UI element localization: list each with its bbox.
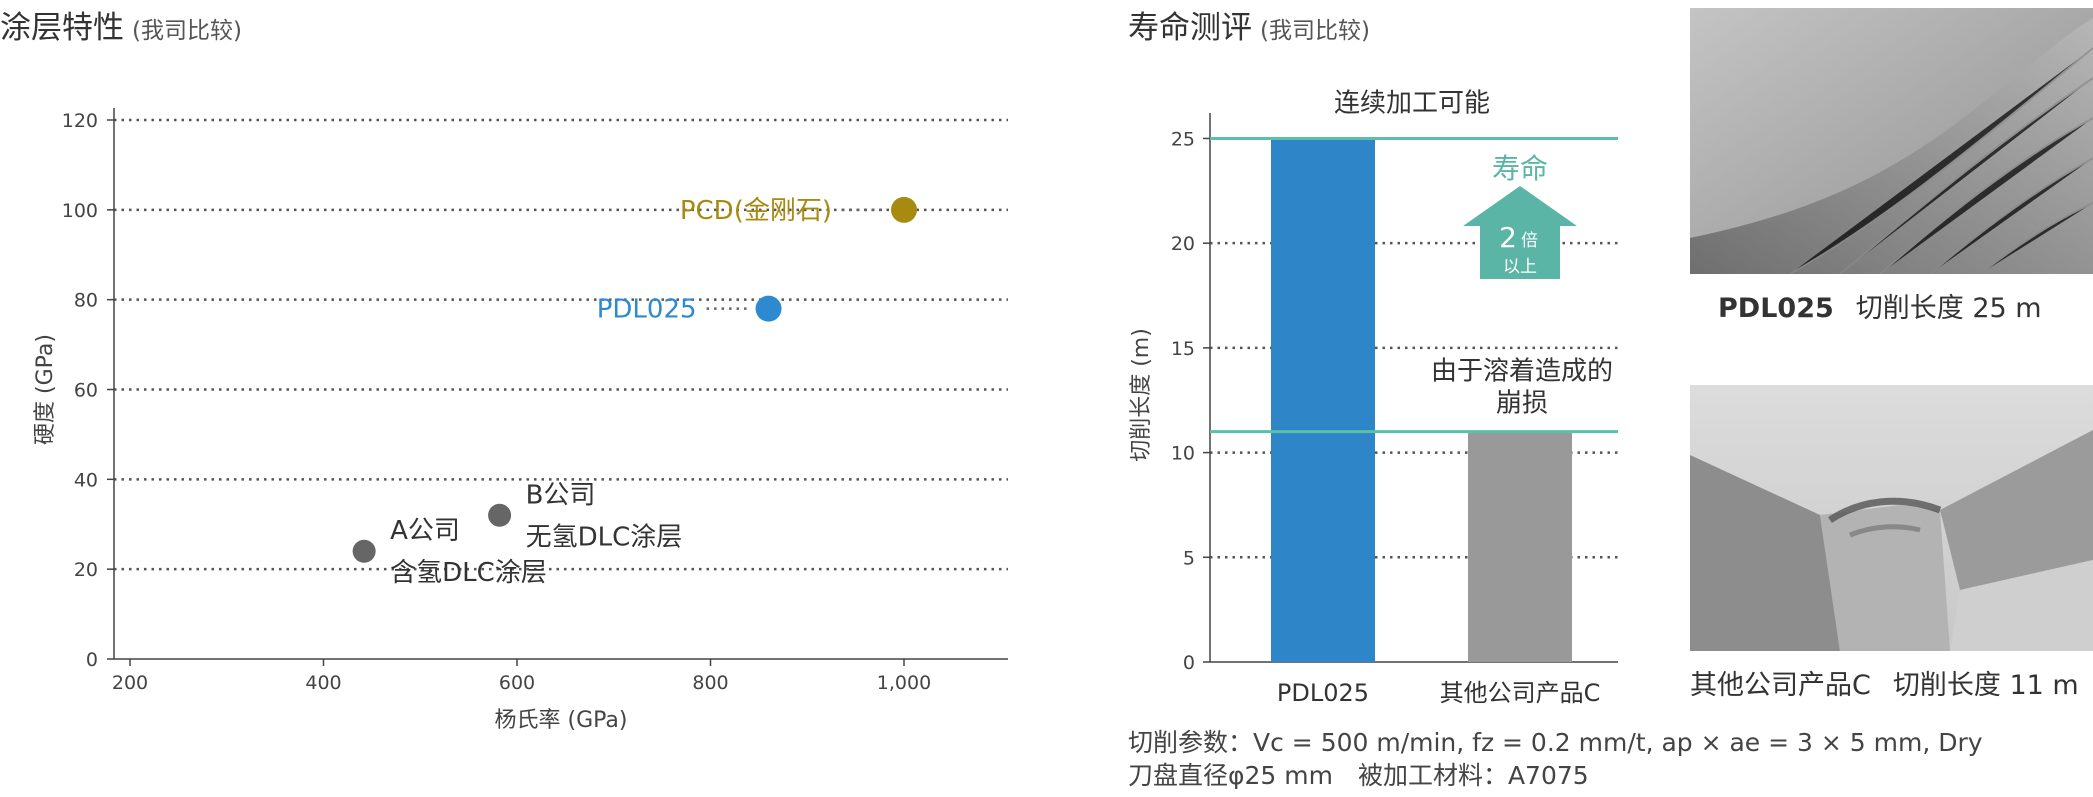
scatter-point bbox=[352, 539, 376, 563]
bar-chart: 0 5 10 15 20 25 切削长度 (m) PDL025 其他公司产品C 连续加工可能由于溶… bbox=[1129, 88, 1618, 707]
left-title-text: 涂层特性 bbox=[0, 10, 124, 46]
pdl025-photo-name: PDL025 bbox=[1718, 293, 1834, 324]
x-category-label: PDL025 bbox=[1277, 679, 1369, 707]
life-arrow-unit: 倍 bbox=[1521, 231, 1538, 251]
y-tick-label: 20 bbox=[74, 559, 98, 581]
point-label: 无氢DLC涂层 bbox=[526, 522, 683, 552]
competitor-photo-name: 其他公司产品C bbox=[1690, 670, 1871, 701]
x-tick-label: 400 bbox=[305, 672, 341, 694]
right-section-title: 寿命测评 (我司比较) bbox=[1128, 2, 1370, 47]
point-label: A公司 bbox=[390, 516, 460, 546]
y-tick-label: 15 bbox=[1171, 338, 1195, 360]
pdl025-tool-photo bbox=[1690, 8, 2093, 274]
x-axis-label: 杨氏率 (GPa) bbox=[495, 708, 628, 733]
x-tick-label: 800 bbox=[692, 672, 728, 694]
y-tick-label: 25 bbox=[1171, 128, 1195, 150]
y-tick-label: 100 bbox=[62, 200, 98, 222]
point-label: B公司 bbox=[526, 480, 596, 510]
reference-label-chipping: 崩损 bbox=[1496, 389, 1548, 419]
y-tick-label: 80 bbox=[74, 290, 98, 312]
y-tick-label: 5 bbox=[1183, 547, 1195, 569]
life-arrow-multiplier: 2 bbox=[1499, 221, 1517, 254]
cutting-parameters-line2: 刀盘直径φ25 mm 被加工材料：A7075 bbox=[1128, 761, 1589, 790]
pdl025-photo-image bbox=[1690, 8, 2093, 274]
bar bbox=[1271, 138, 1375, 662]
reference-label-chipping: 由于溶着造成的 bbox=[1431, 357, 1613, 387]
bar bbox=[1468, 431, 1572, 662]
x-tick-label: 600 bbox=[499, 672, 535, 694]
scatter-chart: 0 20 40 60 80 100 120 200 400 600 800 1,000 杨氏率 (GPa… bbox=[33, 108, 1008, 733]
y-axis-label: 切削长度 (m) bbox=[1129, 328, 1154, 462]
right-title-subtitle: (我司比较) bbox=[1260, 18, 1370, 44]
pdl025-photo-caption: PDL025 切削长度 25 m bbox=[1718, 286, 2042, 325]
reference-label-continuous: 连续加工可能 bbox=[1334, 88, 1490, 118]
life-arrow bbox=[1463, 186, 1577, 279]
point-label: PDL025 bbox=[597, 295, 697, 325]
x-tick-label: 200 bbox=[112, 672, 148, 694]
scatter-point bbox=[891, 196, 917, 223]
y-tick-label: 120 bbox=[62, 110, 98, 132]
y-tick-label: 20 bbox=[1171, 233, 1195, 255]
y-tick-label: 60 bbox=[74, 380, 98, 402]
competitor-photo-image bbox=[1690, 385, 2093, 651]
y-tick-label: 40 bbox=[74, 469, 98, 491]
pdl025-photo-length: 切削长度 25 m bbox=[1855, 293, 2042, 324]
competitor-c-tool-photo bbox=[1690, 385, 2093, 651]
point-label: 含氢DLC涂层 bbox=[390, 558, 547, 588]
right-title-text: 寿命测评 bbox=[1128, 10, 1252, 46]
y-tick-label: 0 bbox=[86, 649, 98, 671]
x-tick-label: 1,000 bbox=[877, 672, 931, 694]
point-label: PCD(金刚石) bbox=[680, 196, 832, 226]
life-arrow-suffix: 以上 bbox=[1503, 257, 1537, 277]
life-arrow-label: 寿命 bbox=[1492, 152, 1548, 185]
x-category-label: 其他公司产品C bbox=[1440, 679, 1601, 707]
y-axis-label: 硬度 (GPa) bbox=[33, 334, 58, 445]
y-tick-label: 10 bbox=[1171, 443, 1195, 465]
left-section-title: 涂层特性 (我司比较) bbox=[0, 2, 242, 47]
scatter-point bbox=[755, 295, 782, 322]
competitor-photo-caption: 其他公司产品C 切削长度 11 m bbox=[1690, 663, 2079, 702]
cutting-parameters-line1: 切削参数：Vc = 500 m/min, fz = 0.2 mm/t, ap ×… bbox=[1128, 728, 1983, 757]
left-title-subtitle: (我司比较) bbox=[132, 18, 242, 44]
y-tick-label: 0 bbox=[1183, 652, 1195, 674]
scatter-point bbox=[488, 503, 512, 527]
cutting-parameters: 切削参数：Vc = 500 m/min, fz = 0.2 mm/t, ap ×… bbox=[1128, 726, 1983, 792]
competitor-photo-length: 切削长度 11 m bbox=[1892, 670, 2079, 701]
